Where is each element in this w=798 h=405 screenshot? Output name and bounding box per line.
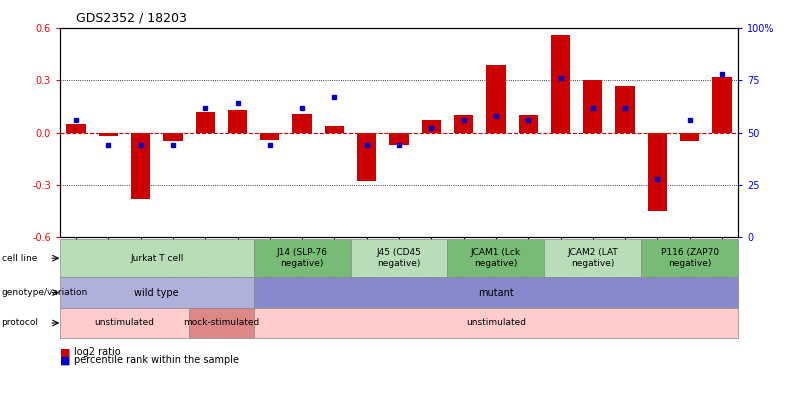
- Bar: [131, 132, 150, 199]
- Bar: [164, 132, 183, 141]
- Bar: [615, 86, 634, 132]
- Bar: [260, 132, 279, 140]
- Text: ■: ■: [60, 347, 70, 357]
- Bar: [486, 65, 506, 132]
- Text: mock-stimulated: mock-stimulated: [184, 318, 259, 328]
- Bar: [421, 120, 441, 132]
- Bar: [519, 115, 538, 132]
- Text: Jurkat T cell: Jurkat T cell: [130, 254, 184, 263]
- Text: wild type: wild type: [134, 288, 179, 298]
- Text: cell line: cell line: [2, 254, 37, 263]
- Text: P116 (ZAP70
negative): P116 (ZAP70 negative): [661, 249, 719, 268]
- Text: J45 (CD45
negative): J45 (CD45 negative): [377, 249, 421, 268]
- Bar: [713, 77, 732, 132]
- Bar: [680, 132, 699, 141]
- Text: log2 ratio: log2 ratio: [74, 347, 120, 357]
- Bar: [454, 115, 473, 132]
- Bar: [357, 132, 377, 181]
- Bar: [292, 113, 312, 132]
- Text: ■: ■: [60, 356, 70, 365]
- Bar: [196, 112, 215, 132]
- Text: unstimulated: unstimulated: [94, 318, 155, 328]
- Bar: [551, 35, 571, 132]
- Text: percentile rank within the sample: percentile rank within the sample: [74, 356, 239, 365]
- Bar: [583, 81, 602, 132]
- Text: JCAM1 (Lck
negative): JCAM1 (Lck negative): [471, 249, 521, 268]
- Bar: [99, 132, 118, 136]
- Text: GDS2352 / 18203: GDS2352 / 18203: [76, 11, 187, 24]
- Text: genotype/variation: genotype/variation: [2, 288, 88, 297]
- Text: JCAM2 (LAT
negative): JCAM2 (LAT negative): [567, 249, 618, 268]
- Bar: [66, 124, 85, 132]
- Text: mutant: mutant: [478, 288, 514, 298]
- Text: protocol: protocol: [2, 318, 38, 328]
- Text: J14 (SLP-76
negative): J14 (SLP-76 negative): [277, 249, 328, 268]
- Bar: [227, 110, 247, 132]
- Text: unstimulated: unstimulated: [466, 318, 526, 328]
- Bar: [325, 126, 344, 132]
- Bar: [648, 132, 667, 211]
- Bar: [389, 132, 409, 145]
